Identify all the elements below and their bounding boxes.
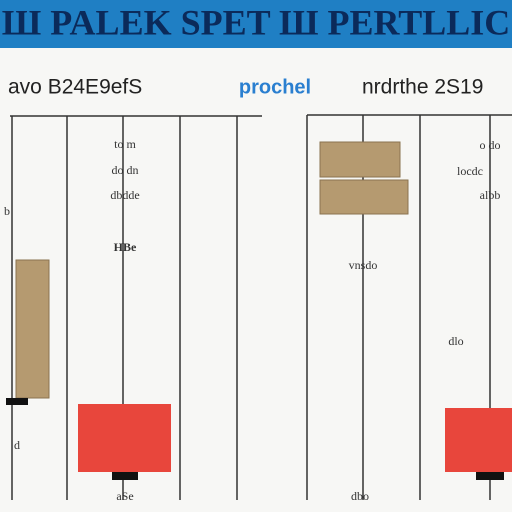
link[interactable]: prochel (239, 76, 311, 98)
label: b (4, 204, 10, 218)
label: HBe (114, 240, 137, 254)
label: do dn (112, 163, 139, 177)
label: d (14, 438, 20, 452)
base (112, 472, 138, 480)
header-bar (0, 0, 512, 48)
left-panel: to m do dn dbdde HBe b d aSe (4, 115, 262, 503)
label: locdc (457, 164, 483, 178)
base (476, 472, 504, 480)
block (319, 179, 409, 215)
block (15, 259, 50, 399)
base (6, 398, 28, 405)
label: o do (480, 138, 501, 152)
label: dlo (448, 334, 463, 348)
panel-heading: avo B24E9efS (8, 76, 142, 99)
header-title: Ш PALEK SPET Ш PERTLLIC (2, 2, 511, 42)
block (445, 408, 512, 472)
label: aSe (116, 489, 133, 503)
block (78, 404, 171, 472)
label: dbdde (110, 188, 139, 202)
label: dbo (351, 489, 369, 503)
block (319, 141, 401, 178)
right-panel: o do locdc albb vnsdo dlo dbo (306, 114, 512, 503)
label: albb (480, 188, 501, 202)
label: vnsdo (349, 258, 378, 272)
panel-heading: nrdrthe 2S19 (362, 76, 483, 99)
label: to m (114, 137, 136, 151)
